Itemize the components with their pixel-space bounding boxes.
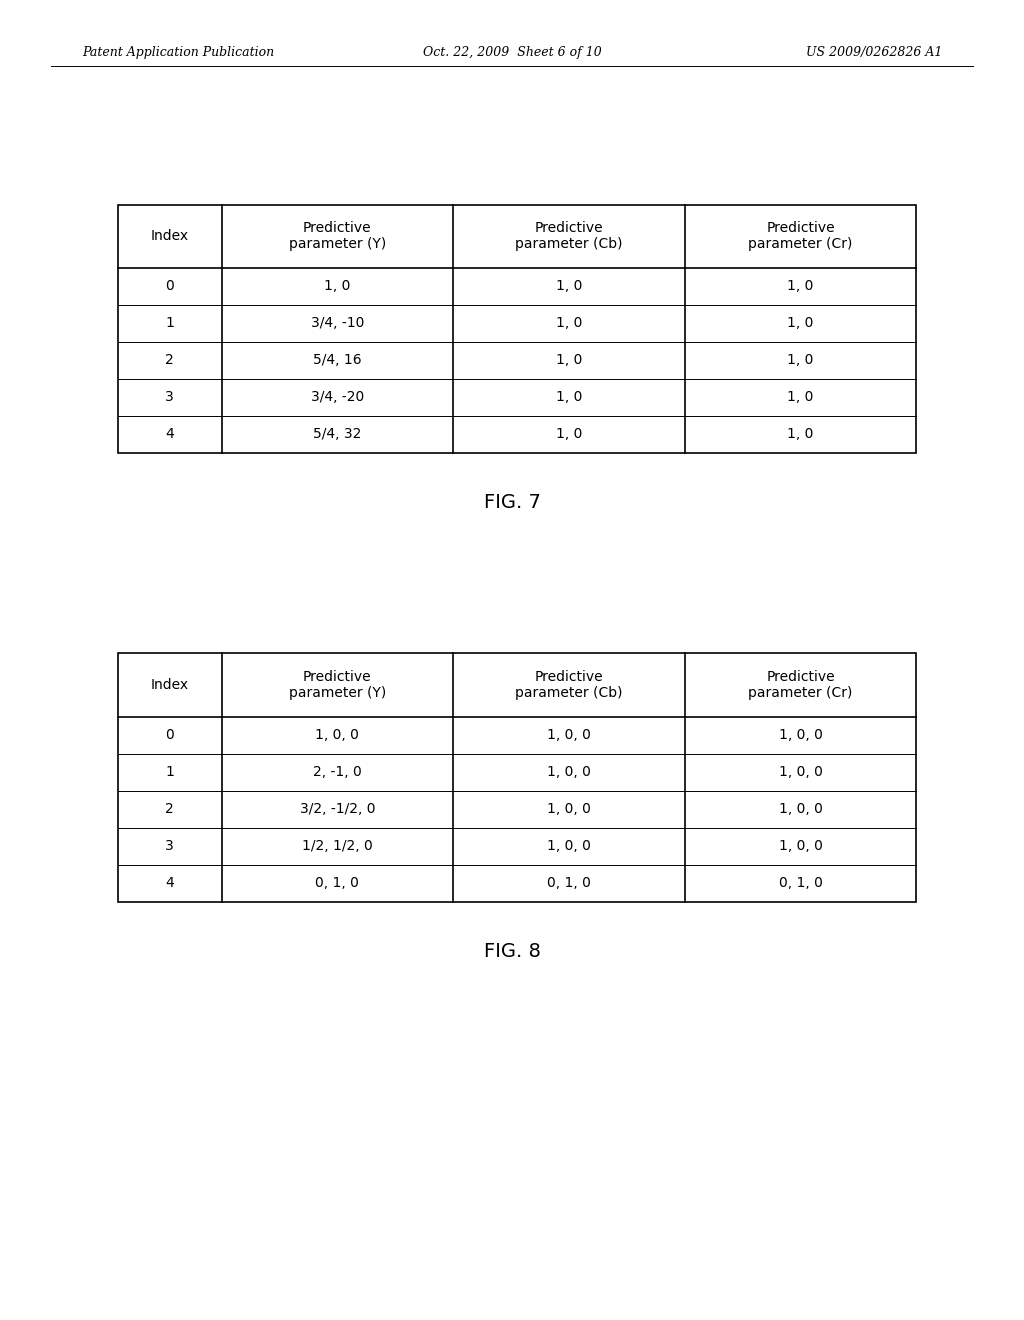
Text: 1, 0, 0: 1, 0, 0 [547, 803, 591, 816]
Text: Predictive
parameter (Cb): Predictive parameter (Cb) [515, 671, 623, 700]
Text: 0: 0 [165, 729, 174, 742]
Text: 0, 1, 0: 0, 1, 0 [315, 876, 359, 890]
Text: 1, 0: 1, 0 [787, 354, 814, 367]
Text: 1, 0: 1, 0 [556, 317, 583, 330]
Text: 1, 0: 1, 0 [787, 391, 814, 404]
Text: Predictive
parameter (Y): Predictive parameter (Y) [289, 671, 386, 700]
Text: 1, 0: 1, 0 [787, 428, 814, 441]
Text: Index: Index [151, 230, 188, 243]
Text: US 2009/0262826 A1: US 2009/0262826 A1 [806, 46, 942, 59]
Text: 1, 0, 0: 1, 0, 0 [315, 729, 359, 742]
Text: Predictive
parameter (Y): Predictive parameter (Y) [289, 222, 386, 251]
Text: 3/2, -1/2, 0: 3/2, -1/2, 0 [300, 803, 375, 816]
Text: 1, 0: 1, 0 [556, 354, 583, 367]
Text: 3: 3 [165, 391, 174, 404]
Text: Patent Application Publication: Patent Application Publication [82, 46, 274, 59]
Text: 2: 2 [165, 354, 174, 367]
Text: 0, 1, 0: 0, 1, 0 [778, 876, 822, 890]
Text: 2: 2 [165, 803, 174, 816]
Text: Index: Index [151, 678, 188, 692]
Text: 4: 4 [165, 876, 174, 890]
Text: 5/4, 32: 5/4, 32 [313, 428, 361, 441]
Text: Predictive
parameter (Cb): Predictive parameter (Cb) [515, 222, 623, 251]
Text: FIG. 7: FIG. 7 [483, 494, 541, 512]
Text: Oct. 22, 2009  Sheet 6 of 10: Oct. 22, 2009 Sheet 6 of 10 [423, 46, 601, 59]
Text: Predictive
parameter (Cr): Predictive parameter (Cr) [749, 671, 853, 700]
Text: 3: 3 [165, 840, 174, 853]
Text: 1, 0, 0: 1, 0, 0 [778, 803, 822, 816]
Text: 1, 0, 0: 1, 0, 0 [778, 840, 822, 853]
Text: 2, -1, 0: 2, -1, 0 [313, 766, 361, 779]
Text: 1, 0: 1, 0 [787, 280, 814, 293]
Text: 1/2, 1/2, 0: 1/2, 1/2, 0 [302, 840, 373, 853]
Text: 1, 0: 1, 0 [325, 280, 350, 293]
Text: 5/4, 16: 5/4, 16 [313, 354, 361, 367]
Text: 1, 0: 1, 0 [556, 280, 583, 293]
Text: 1, 0, 0: 1, 0, 0 [547, 840, 591, 853]
Text: 0, 1, 0: 0, 1, 0 [547, 876, 591, 890]
Text: 1, 0: 1, 0 [556, 391, 583, 404]
Text: 1, 0, 0: 1, 0, 0 [778, 766, 822, 779]
Text: FIG. 8: FIG. 8 [483, 942, 541, 961]
Text: 3/4, -20: 3/4, -20 [310, 391, 365, 404]
Text: Predictive
parameter (Cr): Predictive parameter (Cr) [749, 222, 853, 251]
Text: 3/4, -10: 3/4, -10 [310, 317, 365, 330]
Text: 1, 0: 1, 0 [787, 317, 814, 330]
Text: 1, 0, 0: 1, 0, 0 [778, 729, 822, 742]
Text: 1: 1 [165, 766, 174, 779]
Text: 1, 0, 0: 1, 0, 0 [547, 729, 591, 742]
Text: 4: 4 [165, 428, 174, 441]
Text: 0: 0 [165, 280, 174, 293]
Text: 1: 1 [165, 317, 174, 330]
Text: 1, 0: 1, 0 [556, 428, 583, 441]
Bar [118, 205, 916, 453]
Text: 1, 0, 0: 1, 0, 0 [547, 766, 591, 779]
Bar [118, 653, 916, 902]
